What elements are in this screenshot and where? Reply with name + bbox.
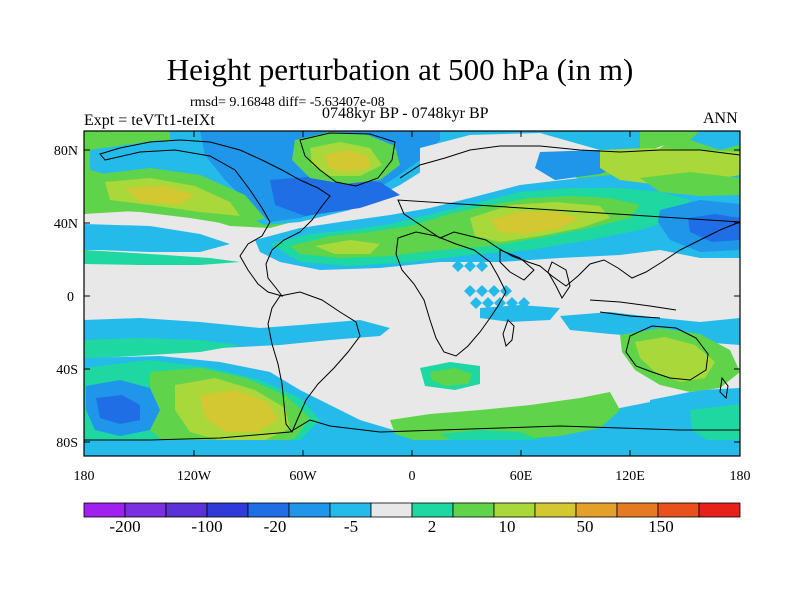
colorbar-labels: -200 -100 -20 -5 2 10 50 150 — [109, 517, 673, 536]
colorbar-swatch — [206, 502, 249, 518]
diamond-pattern — [452, 260, 530, 309]
field-region — [480, 305, 560, 322]
lat-label: 40S — [56, 363, 78, 378]
colorbar-label: 150 — [648, 517, 674, 536]
colorbar-swatch — [370, 502, 413, 518]
colorbar-label: 50 — [577, 517, 594, 536]
colorbar-swatch — [616, 502, 659, 518]
field-region — [300, 360, 640, 428]
colorbar-swatch — [83, 502, 126, 518]
lon-label: 180 — [730, 469, 751, 484]
field-region — [315, 240, 380, 254]
new-zealand-outline — [719, 376, 729, 400]
colorbar-swatch — [698, 502, 741, 518]
field-region — [390, 392, 620, 444]
experiment-label: Expt = teVTt1-teIXt — [84, 112, 215, 129]
field-region — [270, 175, 400, 216]
lon-label: 60E — [510, 469, 533, 484]
field-region — [690, 404, 740, 442]
lon-label: 0 — [409, 469, 416, 484]
lon-label: 120W — [177, 469, 212, 484]
colorbar-swatch — [165, 502, 208, 518]
india-outline — [547, 261, 571, 299]
field-region — [84, 224, 230, 252]
colorbar-label: -200 — [109, 517, 140, 536]
lat-label: 80S — [56, 436, 78, 451]
north-america-outline — [99, 139, 331, 297]
period-label: 0748kyr BP - 0748kyr BP — [322, 105, 489, 122]
indonesia-outline — [589, 299, 677, 319]
colorbar-label: -20 — [264, 517, 287, 536]
colorbar-label: 10 — [499, 517, 516, 536]
field-region — [690, 131, 740, 150]
colorbar-swatch — [493, 502, 536, 518]
season-label: ANN — [703, 110, 738, 127]
colorbar-swatch — [657, 502, 700, 518]
field-region — [84, 250, 240, 265]
colorbar-label: -100 — [191, 517, 222, 536]
africa-outline — [395, 231, 507, 357]
lon-label: 120E — [615, 469, 645, 484]
field-region — [490, 212, 580, 234]
colorbar-swatch — [288, 502, 331, 518]
australia-outline — [625, 325, 709, 381]
colorbar-label: 2 — [428, 517, 437, 536]
field-region — [430, 368, 472, 386]
greenland-outline — [299, 132, 396, 187]
colorbar-swatch — [124, 502, 167, 518]
south-america-outline — [267, 291, 361, 433]
arabia-outline — [499, 249, 535, 281]
field-region — [84, 440, 740, 456]
colorbar-label: -5 — [344, 517, 358, 536]
colorbar-swatch — [452, 502, 495, 518]
field-region — [635, 337, 715, 382]
field-region — [125, 186, 195, 204]
field-region — [84, 338, 240, 360]
eurasia-outline — [397, 145, 740, 287]
coastlines — [84, 132, 740, 441]
lat-label: 80N — [54, 144, 78, 159]
colorbar-swatch — [534, 502, 577, 518]
lat-label: 40N — [54, 217, 78, 232]
colorbar — [83, 502, 741, 518]
colorbar-swatch — [411, 502, 454, 518]
lat-label: 0 — [67, 290, 74, 305]
field-region — [640, 172, 740, 196]
stats-text: rmsd= 9.16848 diff= -5.63407e-08 — [190, 95, 385, 110]
lon-label: 60W — [289, 469, 317, 484]
map-title: Height perturbation at 500 hPa (in m) — [166, 52, 634, 87]
field-region — [96, 395, 140, 424]
antarctica-outline — [84, 419, 740, 441]
field-layer — [84, 131, 740, 456]
colorbar-swatch — [575, 502, 618, 518]
field-region — [200, 390, 278, 432]
colorbar-swatch — [247, 502, 290, 518]
axis-ticks — [84, 131, 740, 456]
madagascar-outline — [502, 319, 515, 347]
colorbar-swatch — [329, 502, 372, 518]
field-region — [325, 150, 370, 172]
lon-label: 180 — [74, 469, 95, 484]
